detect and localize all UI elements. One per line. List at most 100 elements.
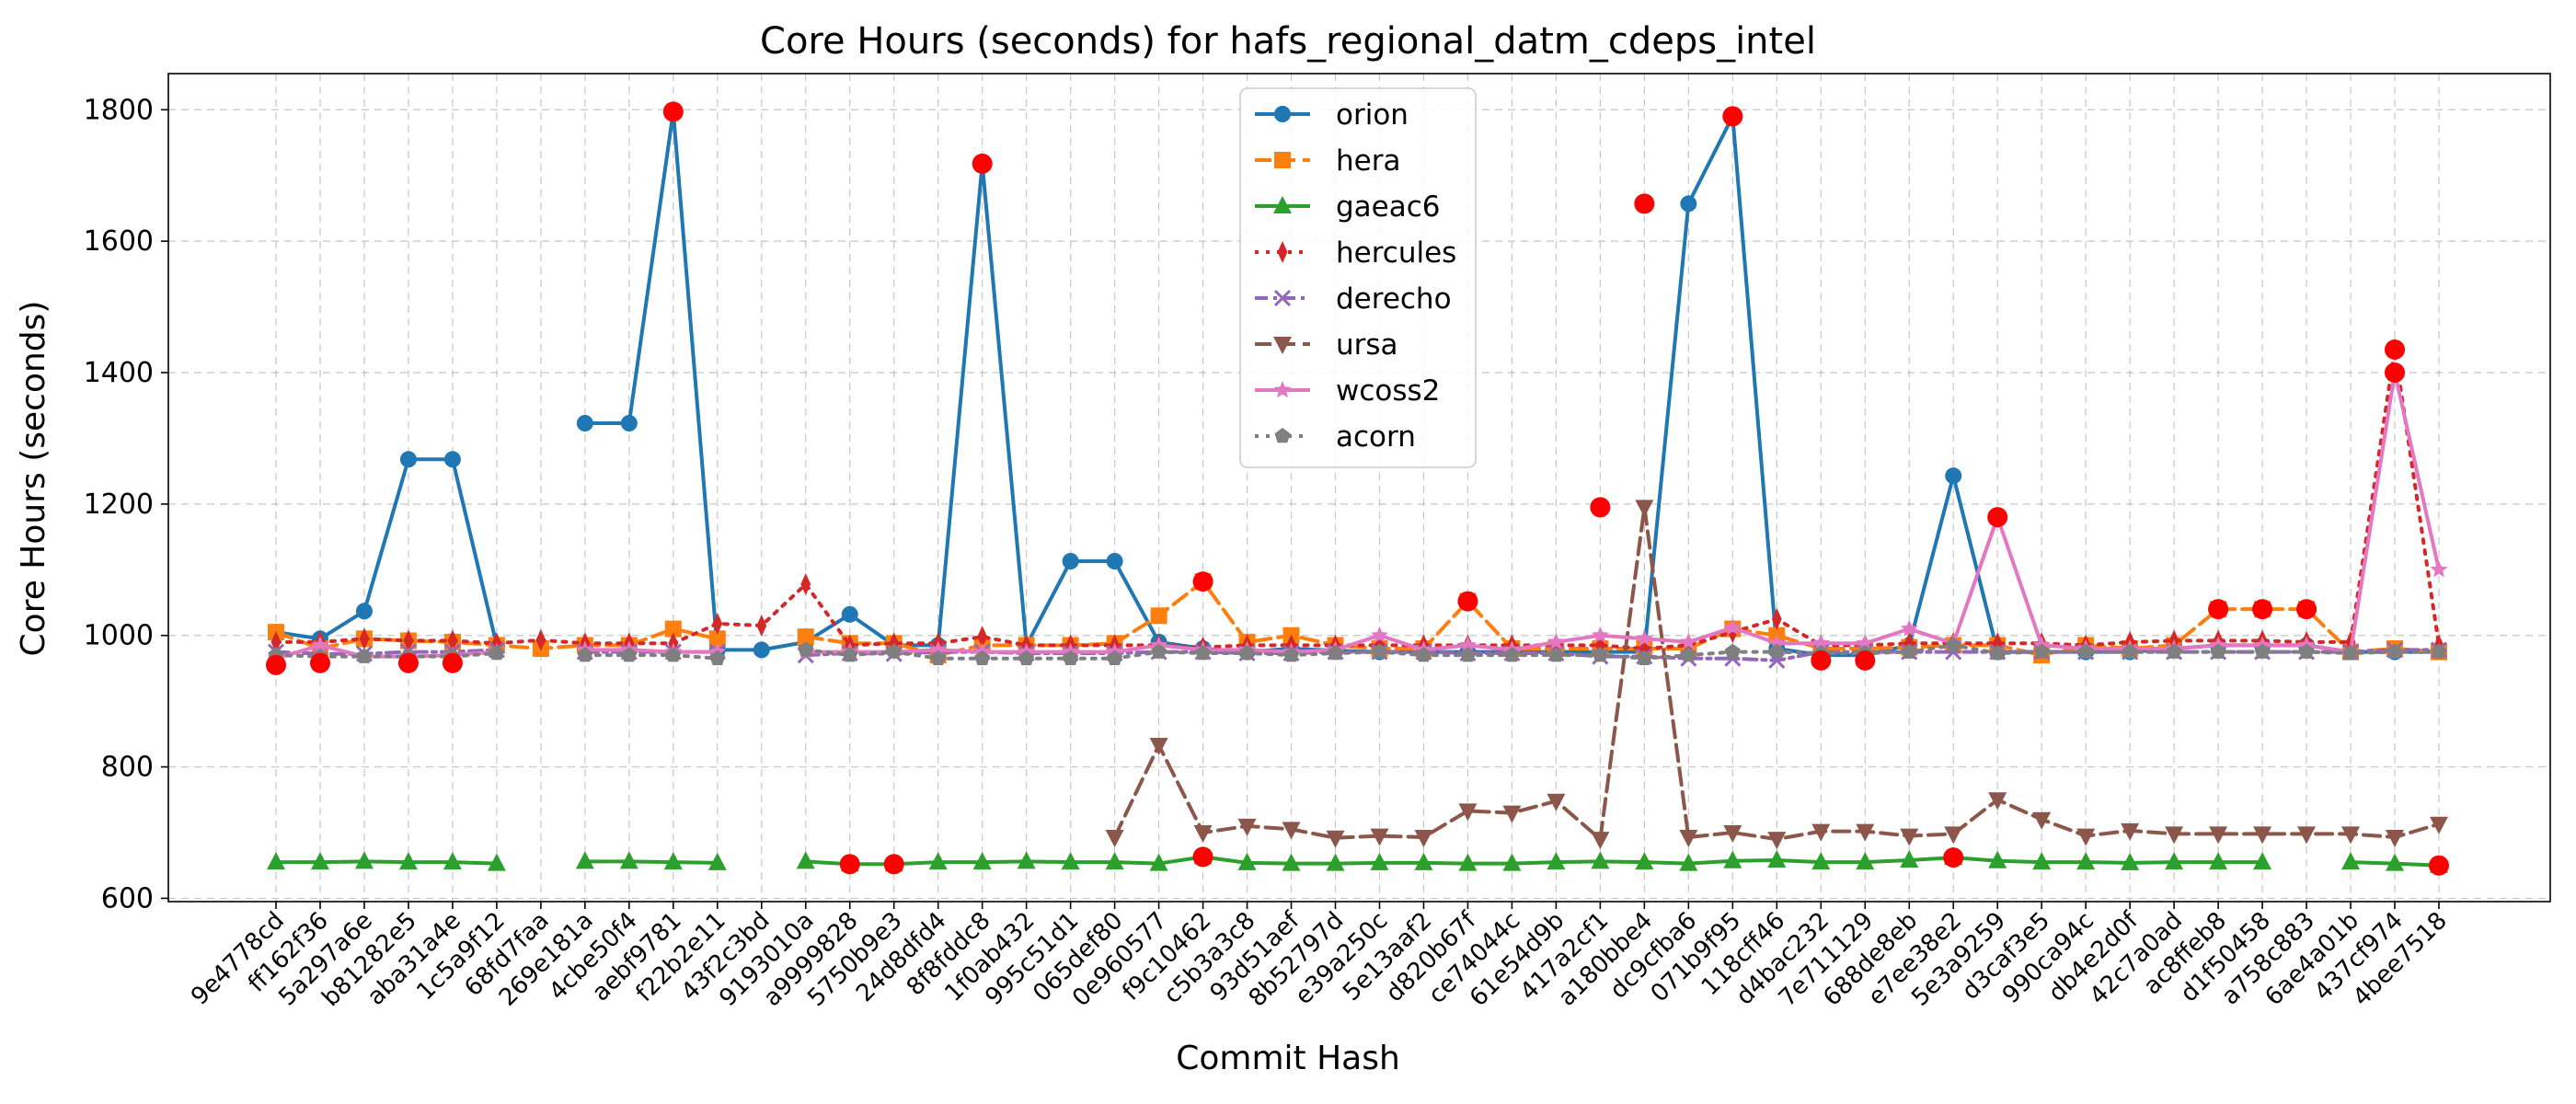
legend-item-hera: hera (1255, 144, 1400, 178)
data-point-acorn (1282, 647, 1300, 662)
legend-item-derecho: derecho (1255, 282, 1452, 316)
highlight-point (2385, 339, 2406, 360)
highlight-point (972, 153, 993, 174)
data-point-ursa (1370, 828, 1389, 846)
legend-label: wcoss2 (1336, 374, 1440, 408)
data-point-gaeac6 (1105, 852, 1124, 870)
data-point-gaeac6 (796, 851, 815, 869)
series-line-gaeac6 (274, 855, 2441, 868)
data-point-gaeac6 (2253, 852, 2272, 870)
data-point-wcoss2 (1370, 626, 1389, 643)
data-point-gaeac6 (2076, 852, 2096, 870)
data-point-acorn (709, 650, 726, 665)
data-point-ursa (1105, 830, 1124, 847)
data-point-ursa (2341, 826, 2361, 845)
data-point-orion (620, 415, 638, 431)
highlight-point (442, 652, 463, 673)
data-point-wcoss2 (1856, 634, 1874, 651)
data-point-acorn (1195, 645, 1212, 661)
legend-item-acorn: acorn (1255, 420, 1416, 454)
data-point-gaeac6 (1149, 853, 1168, 871)
data-point-ursa (1326, 830, 1345, 848)
data-point-acorn (1327, 645, 1344, 661)
data-point-acorn (798, 641, 814, 657)
data-point-acorn (1901, 643, 1917, 659)
highlight-point (309, 652, 330, 673)
data-point-acorn (2342, 645, 2359, 661)
data-point-ursa (1856, 823, 1875, 842)
x-axis-label: Commit Hash (1176, 1040, 1400, 1077)
legend-item-hercules: hercules (1255, 236, 1456, 270)
data-point-acorn (2386, 643, 2403, 659)
data-point-orion (841, 605, 858, 623)
data-point-hercules (1771, 607, 1782, 630)
highlight-point (1811, 650, 1832, 671)
legend-label: orion (1336, 98, 1409, 132)
y-tick-label: 1000 (84, 620, 154, 652)
data-point-acorn (1636, 650, 1652, 665)
data-point-hera (797, 628, 814, 646)
data-point-gaeac6 (443, 852, 462, 870)
data-point-wcoss2 (1458, 636, 1477, 653)
data-point-gaeac6 (2121, 852, 2140, 870)
data-point-orion (753, 641, 770, 659)
legend-marker (1273, 196, 1292, 213)
data-point-acorn (930, 650, 947, 665)
data-point-orion (1680, 195, 1697, 213)
data-point-gaeac6 (1988, 850, 2007, 868)
data-point-orion (355, 603, 373, 620)
highlight-point (2296, 599, 2317, 620)
legend-item-ursa: ursa (1255, 328, 1398, 362)
data-point-ursa (2209, 826, 2228, 845)
data-point-orion (399, 451, 417, 468)
data-point-acorn (1680, 647, 1696, 662)
data-point-acorn (974, 650, 991, 665)
y-tick-label: 1400 (84, 357, 154, 389)
data-point-acorn (1592, 647, 1608, 662)
data-point-acorn (1107, 650, 1123, 665)
data-point-ursa (1723, 825, 1742, 843)
highlight-point (1855, 650, 1876, 671)
data-point-gaeac6 (1811, 852, 1831, 870)
data-point-acorn (2122, 643, 2138, 659)
data-point-gaeac6 (1502, 853, 1522, 871)
data-point-gaeac6 (1547, 852, 1566, 870)
data-point-acorn (1018, 650, 1035, 665)
highlight-points (266, 101, 2449, 876)
data-point-gaeac6 (1237, 852, 1257, 870)
data-point-gaeac6 (1458, 853, 1478, 871)
data-point-gaeac6 (1900, 850, 1919, 868)
data-point-acorn (1547, 647, 1564, 662)
data-point-hercules (800, 573, 811, 595)
data-point-wcoss2 (1723, 618, 1742, 636)
data-point-gaeac6 (1591, 851, 1610, 869)
data-point-acorn (842, 647, 858, 662)
data-point-acorn (2077, 643, 2094, 659)
highlight-point (839, 854, 860, 875)
data-point-gaeac6 (1414, 852, 1433, 870)
series-ursa (1105, 500, 2448, 850)
data-point-ursa (2032, 811, 2052, 830)
y-tick-label: 1600 (84, 225, 154, 258)
highlight-point (1943, 847, 1964, 868)
data-point-gaeac6 (2209, 852, 2228, 870)
data-point-gaeac6 (2032, 852, 2052, 870)
data-point-wcoss2 (1547, 632, 1565, 650)
highlight-point (1634, 193, 1655, 214)
data-point-hercules (403, 629, 414, 652)
data-point-hercules (535, 628, 546, 651)
data-point-ursa (1414, 830, 1433, 847)
data-point-wcoss2 (311, 636, 329, 653)
legend: orion hera gaeac6 hercules derecho ursa wcoss2… (1239, 87, 1477, 468)
y-axis-label: Core Hours (seconds) (15, 301, 52, 657)
data-point-gaeac6 (1017, 851, 1036, 869)
highlight-point (2208, 599, 2229, 620)
legend-label: derecho (1336, 282, 1452, 316)
data-point-hercules (270, 630, 282, 653)
data-point-ursa (1282, 822, 1301, 840)
data-point-acorn (2210, 643, 2226, 659)
data-point-wcoss2 (1635, 629, 1653, 647)
highlight-point (1457, 591, 1478, 612)
data-point-acorn (1371, 643, 1388, 659)
